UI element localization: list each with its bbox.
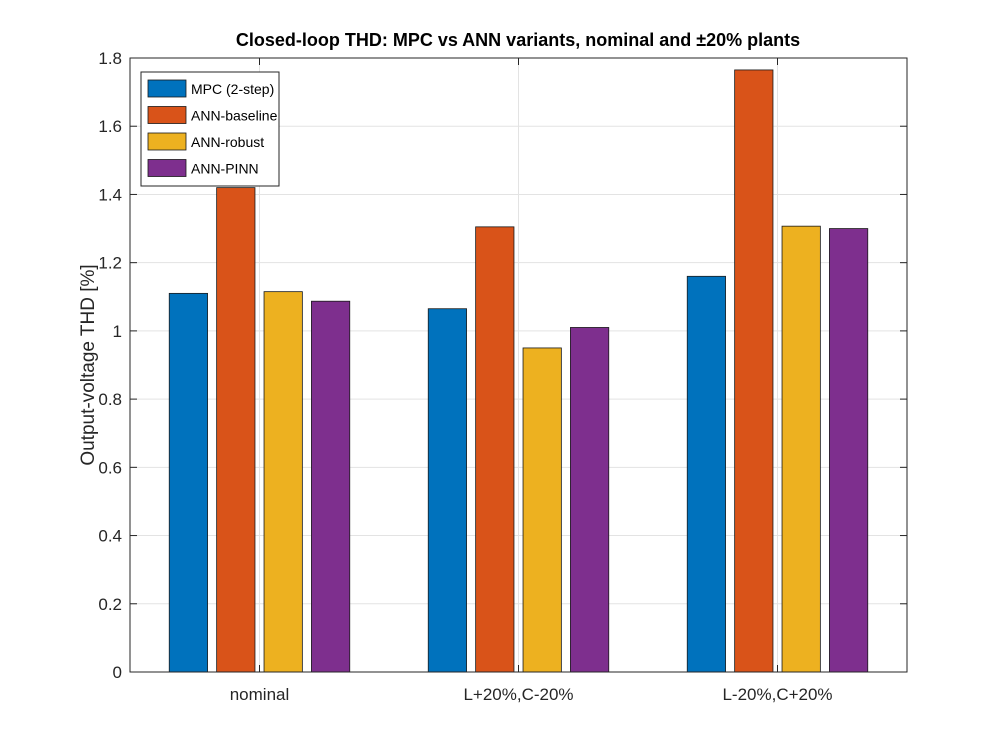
y-tick-label: 1.6 — [98, 117, 122, 136]
y-tick-label: 0.8 — [98, 390, 122, 409]
y-tick-label: 1.8 — [98, 49, 122, 68]
bar — [427, 308, 467, 673]
legend-label: ANN-robust — [191, 134, 264, 150]
x-tick-label: nominal — [230, 685, 290, 704]
bar — [216, 187, 256, 673]
y-tick-label: 0 — [113, 663, 122, 682]
bar — [734, 69, 774, 673]
bar — [686, 275, 726, 673]
legend-label: MPC (2-step) — [191, 81, 274, 97]
bar — [522, 347, 562, 673]
chart-title: Closed-loop THD: MPC vs ANN variants, no… — [236, 30, 800, 50]
y-tick-label: 0.4 — [98, 527, 122, 546]
legend-swatch — [147, 132, 187, 151]
x-tick-label: L+20%,C-20% — [463, 685, 573, 704]
y-axis-label: Output-voltage THD [%] — [78, 264, 99, 465]
legend-swatch — [147, 159, 187, 177]
bars — [168, 69, 869, 673]
legend-label: ANN-baseline — [191, 108, 278, 124]
legend-swatch — [147, 106, 187, 124]
legend: MPC (2-step) ANN-baseline ANN-robust ANN-PI… — [140, 71, 280, 187]
y-tick-label: 1.2 — [98, 254, 122, 273]
legend-swatch — [147, 79, 187, 98]
legend-label: ANN-PINN — [191, 161, 259, 177]
grid-lines — [130, 58, 907, 672]
y-tick-label: 0.2 — [98, 595, 122, 614]
bar — [570, 327, 610, 673]
bar — [263, 291, 303, 673]
axis-ticks: 0 0.2 0.4 0.6 0.8 1 1.2 1.4 1.6 1.8 nominal L+20%,C… — [98, 49, 907, 704]
y-tick-label: 1.4 — [98, 185, 122, 204]
x-tick-label: L-20%,C+20% — [722, 685, 832, 704]
bar — [829, 228, 869, 673]
bar — [781, 225, 821, 673]
y-tick-label: 0.6 — [98, 458, 122, 477]
bar — [475, 226, 515, 673]
y-tick-label: 1 — [113, 322, 122, 341]
bar — [311, 300, 351, 673]
bar — [168, 292, 208, 673]
